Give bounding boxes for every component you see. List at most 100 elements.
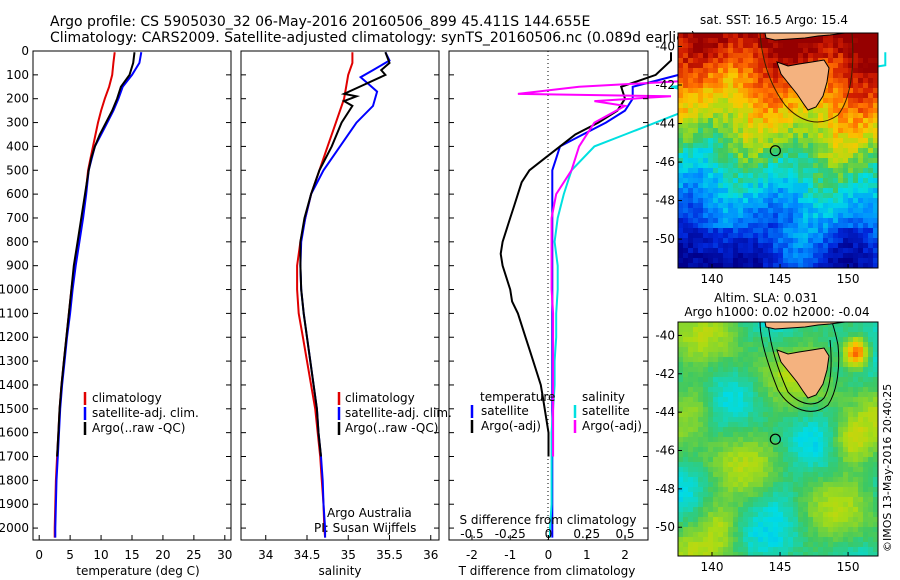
map-cell — [808, 118, 814, 124]
map-cell — [823, 213, 829, 219]
map-cell — [798, 437, 804, 443]
map-cell — [863, 103, 869, 109]
map-cell — [838, 427, 844, 433]
map-cell — [778, 173, 784, 179]
map-cell — [823, 243, 829, 249]
map-cell — [858, 397, 864, 403]
map-cell — [713, 263, 719, 268]
map-cell — [873, 158, 878, 164]
map-cell — [698, 53, 704, 59]
map-cell — [858, 417, 864, 423]
map-cell — [758, 457, 764, 463]
map-cell — [688, 103, 694, 109]
map-cell — [723, 83, 729, 89]
map-cell — [713, 173, 719, 179]
map-cell — [813, 198, 819, 204]
map-cell — [733, 93, 739, 99]
map-cell — [768, 417, 774, 423]
map-cell — [718, 377, 724, 383]
map-cell — [683, 248, 689, 254]
map-cell — [703, 492, 709, 498]
map-cell — [783, 128, 789, 134]
map-cell — [803, 477, 809, 483]
map-cell — [833, 173, 839, 179]
map-cell — [733, 477, 739, 483]
map-cell — [768, 487, 774, 493]
map-cell — [678, 377, 684, 383]
map-cell — [863, 33, 869, 39]
map-cell — [743, 253, 749, 259]
map-cell — [753, 322, 759, 328]
map-cell — [703, 322, 709, 328]
map-cell — [813, 143, 819, 149]
map-cell — [733, 387, 739, 393]
map-cell — [843, 357, 849, 363]
map-cell — [803, 163, 809, 169]
map-cell — [873, 173, 878, 179]
map-cell — [708, 497, 714, 503]
map-cell — [713, 427, 719, 433]
map-cell — [708, 337, 714, 343]
map-cell — [688, 412, 694, 418]
map-cell — [753, 78, 759, 84]
map-cell — [823, 188, 829, 194]
map-cell — [753, 477, 759, 483]
map-cell — [768, 63, 774, 69]
map-cell — [753, 437, 759, 443]
map-cell — [733, 347, 739, 353]
map-cell — [758, 512, 764, 518]
y-tick-label: 800 — [6, 235, 29, 249]
y-tick-label: 1200 — [0, 330, 29, 344]
map-cell — [833, 342, 839, 348]
map-cell — [703, 73, 709, 79]
map-cell — [713, 123, 719, 129]
map-cell — [873, 522, 878, 528]
map-cell — [803, 422, 809, 428]
map-cell — [778, 253, 784, 259]
map-cell — [758, 58, 764, 64]
map-cell — [873, 342, 878, 348]
map-cell — [863, 367, 869, 373]
map-cell — [728, 437, 734, 443]
map-cell — [723, 233, 729, 239]
map-cell — [828, 63, 834, 69]
map-cell — [743, 238, 749, 244]
map-cell — [803, 427, 809, 433]
map-cell — [863, 377, 869, 383]
map-cell — [788, 148, 794, 154]
map-cell — [773, 482, 779, 488]
map-cell — [703, 243, 709, 249]
map-cell — [683, 532, 689, 538]
map-cell — [718, 133, 724, 139]
map-cell — [678, 233, 684, 239]
map-cell — [703, 522, 709, 528]
map-cell — [678, 472, 684, 478]
map-cell — [813, 397, 819, 403]
map-cell — [728, 208, 734, 214]
map-cell — [728, 492, 734, 498]
map-cell — [833, 417, 839, 423]
map-cell — [738, 337, 744, 343]
map-cell — [848, 153, 854, 159]
map-cell — [833, 218, 839, 224]
map-cell — [803, 552, 809, 556]
map-cell — [743, 432, 749, 438]
map-cell — [803, 457, 809, 463]
map-cell — [773, 48, 779, 54]
map-cell — [748, 377, 754, 383]
map-cell — [738, 552, 744, 556]
map-cell — [683, 198, 689, 204]
map-cell — [738, 188, 744, 194]
map-cell — [818, 517, 824, 523]
map-cell — [683, 178, 689, 184]
map-cell — [758, 537, 764, 543]
map-cell — [713, 352, 719, 358]
map-cell — [748, 258, 754, 264]
map-cell — [723, 223, 729, 229]
map-cell — [728, 322, 734, 328]
map-cell — [773, 158, 779, 164]
map-cell — [748, 108, 754, 114]
map-cell — [718, 248, 724, 254]
map-cell — [758, 377, 764, 383]
map-cell — [733, 213, 739, 219]
